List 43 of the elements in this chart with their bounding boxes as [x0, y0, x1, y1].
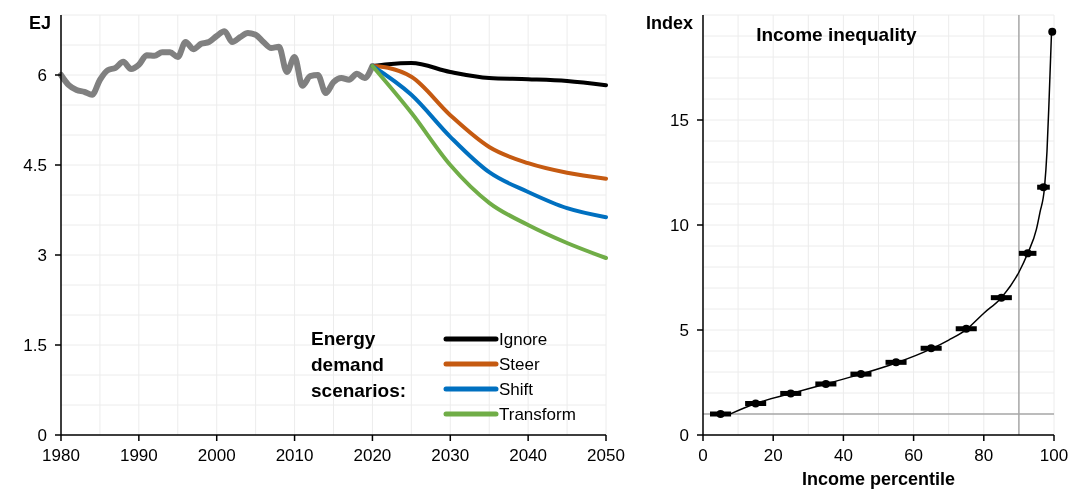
point [821, 379, 830, 388]
y-axis-title: EJ [28, 13, 51, 33]
y-tick-label: 0 [37, 426, 47, 445]
line-series [370, 64, 608, 260]
x-axis-title: Income percentile [801, 469, 956, 489]
x-tick-label: 40 [833, 446, 853, 465]
x-tick-label: 0 [698, 446, 708, 465]
legend-label: Ignore [499, 330, 548, 349]
legend-label: Transform [499, 405, 576, 424]
x-tick-label: 1980 [42, 446, 80, 465]
y-tick-label: 0 [679, 426, 689, 445]
x-tick-label: 20 [763, 446, 783, 465]
y-tick-label: 5 [679, 321, 689, 340]
x-tick-label: 60 [904, 446, 924, 465]
point [962, 324, 971, 333]
x-tick-label: 2030 [431, 446, 470, 465]
y-tick-label: 1.5 [23, 336, 47, 355]
point [751, 399, 760, 408]
legend-label: Steer [499, 355, 540, 374]
x-tick-label: 2010 [275, 446, 314, 465]
y-tick-label: 3 [37, 246, 47, 265]
x-tick-label: 80 [974, 446, 994, 465]
point [1023, 249, 1032, 258]
point [927, 344, 936, 353]
x-tick-label: 2020 [353, 446, 392, 465]
point [786, 389, 795, 398]
y-axis-title: Index [645, 13, 693, 33]
y-tick-label: 15 [670, 111, 689, 130]
x-tick-label: 1990 [119, 446, 158, 465]
text: Income inequality [756, 24, 918, 45]
x-tick-label: 2050 [587, 446, 625, 465]
point [856, 370, 865, 379]
point [716, 410, 725, 418]
x-tick-label: 2040 [509, 446, 548, 465]
y-tick-label: 4.5 [23, 156, 47, 175]
y-tick-label: 10 [670, 216, 689, 235]
legend-title: Energy demand scenarios: [311, 328, 407, 401]
x-tick-label: 100 [1039, 446, 1069, 465]
legend-label: Shift [499, 380, 534, 399]
point [892, 358, 901, 367]
point [997, 293, 1006, 302]
y-tick-label: 6 [37, 66, 47, 85]
x-tick-label: 2000 [197, 446, 236, 465]
